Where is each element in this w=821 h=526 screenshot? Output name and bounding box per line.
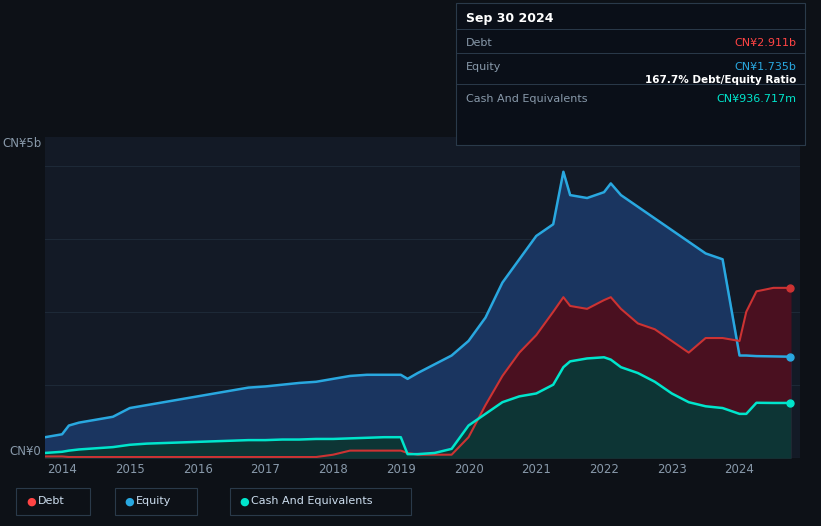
Text: Equity: Equity	[466, 62, 501, 72]
Text: Sep 30 2024: Sep 30 2024	[466, 12, 553, 25]
Text: ●: ●	[240, 496, 250, 507]
Text: Cash And Equivalents: Cash And Equivalents	[251, 496, 373, 507]
Text: Debt: Debt	[466, 38, 493, 48]
Text: CN¥0: CN¥0	[10, 444, 41, 458]
Text: CN¥2.911b: CN¥2.911b	[734, 38, 796, 48]
Text: Cash And Equivalents: Cash And Equivalents	[466, 94, 587, 104]
Text: CN¥5b: CN¥5b	[2, 137, 41, 150]
Text: Equity: Equity	[136, 496, 172, 507]
Text: ●: ●	[125, 496, 135, 507]
Text: ●: ●	[26, 496, 36, 507]
Text: Debt: Debt	[38, 496, 65, 507]
Text: 167.7% Debt/Equity Ratio: 167.7% Debt/Equity Ratio	[645, 75, 796, 85]
Text: CN¥1.735b: CN¥1.735b	[735, 62, 796, 72]
Text: CN¥936.717m: CN¥936.717m	[717, 94, 796, 104]
